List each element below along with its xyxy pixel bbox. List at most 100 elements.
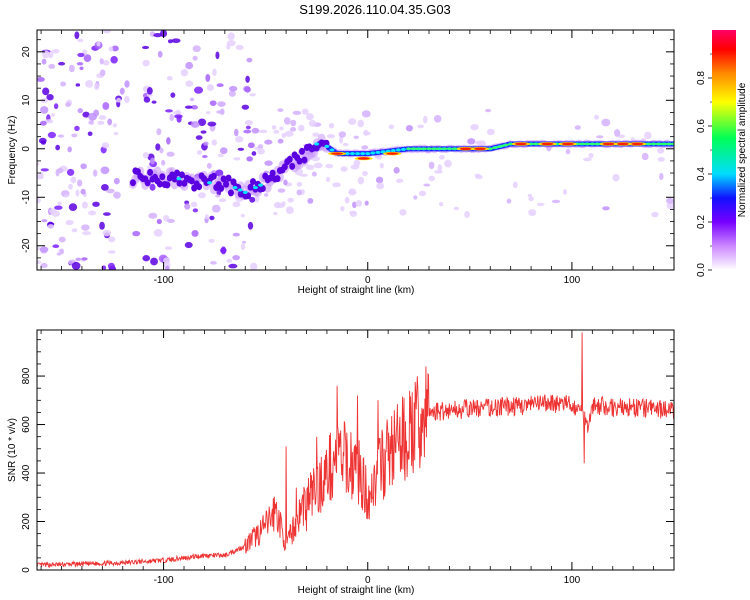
colorbar-ticks: 0.0 0.2 0.4 0.6 0.8 bbox=[696, 53, 712, 277]
spectrogram-speckle-blob bbox=[77, 52, 85, 58]
spectrogram-speckle-blob bbox=[209, 100, 217, 107]
spectrogram-speckle-blob bbox=[298, 124, 305, 132]
spectrogram-ridge-core bbox=[188, 177, 195, 185]
spectrogram-ridge-core bbox=[259, 185, 266, 193]
spectrogram-speckle-blob bbox=[197, 192, 206, 199]
spectrogram-speckle-blob bbox=[306, 112, 314, 121]
spectrogram-ridge-core bbox=[164, 181, 171, 189]
spectrogram-ridge-peak bbox=[616, 142, 629, 146]
spectrogram-speckle-blob bbox=[245, 125, 251, 130]
spectrogram-speckle-blob bbox=[53, 103, 59, 110]
spectrogram-ridge-core bbox=[281, 163, 288, 171]
spectrogram-ridge-core bbox=[196, 183, 203, 191]
spectrogram-speckle-blob bbox=[195, 135, 203, 140]
spectrogram-speckle-blob bbox=[348, 190, 357, 194]
spectrogram-ridge-core bbox=[129, 179, 136, 187]
spectrogram-speckle-blob bbox=[289, 127, 297, 132]
spectrogram-ridge-core bbox=[247, 183, 254, 191]
spectrogram-speckle-blob bbox=[107, 262, 115, 270]
spectrogram-speckle-blob bbox=[339, 135, 344, 144]
spectrogram-speckle-blob bbox=[116, 97, 122, 103]
spectrogram-speckle-blob bbox=[601, 118, 611, 127]
spectrogram-speckle-blob bbox=[190, 201, 198, 208]
spectrogram-ridge-core bbox=[156, 180, 163, 188]
spectrogram-speckle-blob bbox=[562, 188, 568, 195]
spectrogram-speckle-blob bbox=[153, 33, 162, 38]
spectrogram-speckle-blob bbox=[264, 139, 273, 145]
spectrogram-ridge-mid bbox=[360, 152, 366, 156]
spectrogram-speckle-blob bbox=[279, 126, 284, 131]
spectrogram-ridge-high bbox=[647, 142, 652, 146]
spectrogram-speckle-blob bbox=[50, 113, 56, 117]
spectrogram-speckle-blob bbox=[83, 54, 92, 63]
spectrogram-speckle-blob bbox=[170, 92, 176, 98]
spectrogram-speckle-blob bbox=[87, 131, 93, 137]
spectrogram-speckle-blob bbox=[204, 214, 210, 220]
spectrogram-ridge-high bbox=[496, 145, 501, 149]
spectrogram-ridge-core bbox=[286, 155, 293, 163]
spectrogram-speckle-blob bbox=[167, 39, 173, 44]
spectrogram-ridge-high bbox=[655, 142, 660, 146]
spectrogram-speckle-blob bbox=[217, 153, 224, 158]
spectrogram-speckle-blob bbox=[641, 152, 649, 161]
spectrogram-speckle-blob bbox=[191, 229, 199, 237]
spectrogram-ridge-high bbox=[451, 147, 456, 150]
snr-y-tick-label: 200 bbox=[21, 513, 32, 530]
spectrogram-speckle-blob bbox=[574, 125, 581, 130]
spectrogram-speckle-blob bbox=[192, 55, 198, 61]
colorbar-tick-label: 0.6 bbox=[696, 119, 707, 133]
spectrogram-speckle-blob bbox=[232, 254, 241, 261]
spectrogram-speckle-blob bbox=[200, 130, 207, 134]
spectrogram-speckle-blob bbox=[363, 129, 369, 136]
spectrogram-speckle-blob bbox=[212, 68, 217, 77]
spectrogram-speckle-blob bbox=[211, 204, 221, 213]
spectrogram-ridge-mid bbox=[355, 152, 361, 156]
spectrogram-speckle-blob bbox=[486, 128, 495, 136]
spectrogram-speckle-blob bbox=[48, 50, 54, 59]
spectrogram-ridge-core bbox=[220, 175, 227, 183]
spectrogram-speckle-blob bbox=[264, 160, 273, 166]
spectrogram-ridge-high bbox=[422, 147, 428, 150]
spectrogram-speckle-blob bbox=[220, 247, 227, 254]
spectrogram-x-ticks: -100 0 100 bbox=[40, 30, 675, 286]
spectrogram-speckle-blob bbox=[81, 257, 88, 261]
spectrogram-ridge-mid bbox=[365, 152, 371, 156]
spectrogram-speckle-blob bbox=[216, 83, 224, 88]
spectrogram-speckle-blob bbox=[47, 224, 55, 229]
spectrogram-speckle-blob bbox=[166, 218, 176, 223]
spectrogram-speckle-blob bbox=[228, 263, 238, 269]
spectrogram-x-tick-label: 0 bbox=[365, 275, 371, 286]
spectrogram-ridge-high bbox=[594, 142, 599, 146]
spectrogram-speckle-blob bbox=[362, 170, 368, 176]
spectrogram-speckle-blob bbox=[108, 46, 114, 52]
spectrogram-speckle-blob bbox=[166, 151, 175, 157]
spectrogram-speckle-blob bbox=[190, 121, 200, 128]
spectrogram-speckle-blob bbox=[102, 229, 112, 237]
spectrogram-speckle-blob bbox=[273, 129, 280, 134]
spectrogram-speckle-blob bbox=[301, 108, 309, 115]
spectrogram-speckle-blob bbox=[166, 75, 173, 81]
spectrogram-speckle-blob bbox=[102, 30, 111, 34]
spectrogram-speckle-blob bbox=[433, 114, 442, 123]
spectrogram-speckle-blob bbox=[99, 58, 104, 65]
spectrogram-speckle-blob bbox=[250, 262, 258, 270]
spectrogram-speckle-blob bbox=[52, 244, 60, 248]
spectrogram-speckle-blob bbox=[247, 142, 255, 149]
spectrogram-ridge-peak bbox=[331, 152, 344, 155]
spectrogram-speckle-blob bbox=[60, 81, 67, 87]
spectrogram-speckle-blob bbox=[189, 97, 195, 102]
spectrogram-frame bbox=[36, 29, 675, 271]
spectrogram-ridge-high bbox=[667, 142, 673, 146]
spectrogram-speckle-blob bbox=[657, 157, 665, 162]
spectrogram-speckle-blob bbox=[439, 154, 445, 160]
spectrogram-ridge-high bbox=[659, 142, 664, 146]
spectrogram-speckle-blob bbox=[644, 131, 652, 140]
figure-title: S199.2026.110.04.35.G03 bbox=[299, 2, 451, 17]
spectrogram-speckle-blob bbox=[57, 134, 65, 138]
spectrogram-speckle-blob bbox=[65, 102, 72, 107]
spectrogram-ridge-high bbox=[492, 146, 497, 150]
spectrogram-ridge-core bbox=[147, 168, 154, 176]
spectrogram-speckle-blob bbox=[59, 248, 65, 255]
